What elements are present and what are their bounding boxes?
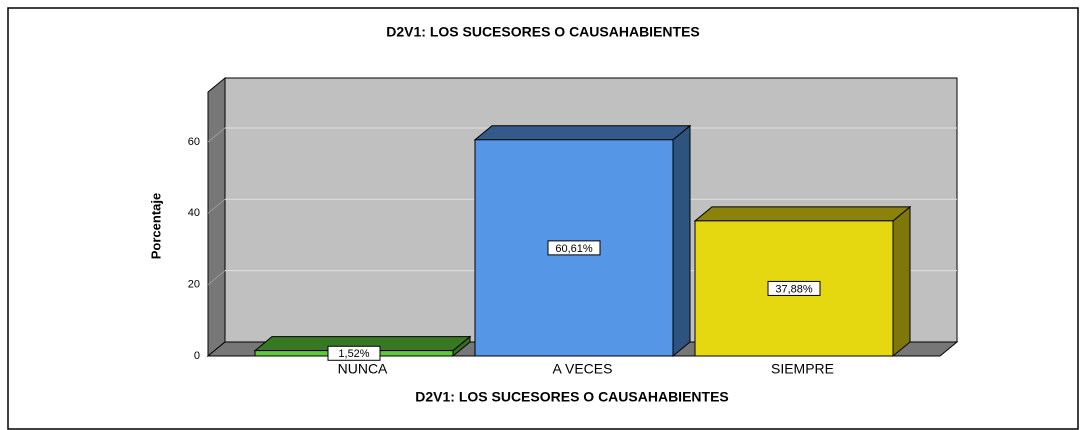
side-wall: [207, 76, 226, 358]
value-label: 37,88%: [775, 283, 813, 295]
chart-title: D2V1: LOS SUCESORES O CAUSAHABIENTES: [386, 24, 700, 40]
value-label-box: [327, 345, 381, 361]
value-label-box: [767, 280, 821, 296]
bar-side: [672, 124, 691, 358]
x-axis-title: D2V1: LOS SUCESORES O CAUSAHABIENTES: [415, 389, 729, 405]
value-label: 60,61%: [555, 243, 593, 255]
bar-side: [892, 205, 911, 358]
x-tick-label: A VECES: [553, 361, 613, 377]
bar-top: [693, 206, 912, 222]
x-tick-label: NUNCA: [338, 361, 388, 377]
bar-top: [473, 125, 692, 141]
x-tick-label: SIEMPRE: [771, 361, 834, 377]
y-tick-label: 0: [194, 350, 200, 362]
y-tick-label: 20: [188, 279, 200, 291]
grid-line: [207, 127, 226, 143]
value-label-box: [547, 240, 601, 256]
grid-line: [207, 198, 226, 214]
y-tick-label: 60: [188, 136, 200, 148]
y-axis-title: Porcentaje: [148, 193, 163, 259]
value-label: 1,52%: [338, 348, 369, 360]
y-tick-label: 40: [188, 207, 200, 219]
grid-line: [207, 270, 226, 286]
